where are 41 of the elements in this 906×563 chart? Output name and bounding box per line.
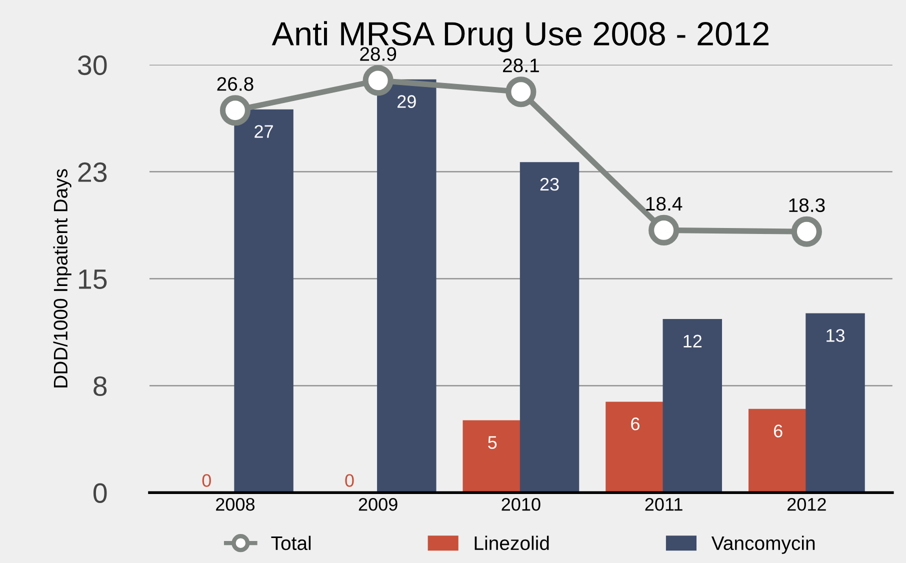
point [362, 65, 394, 96]
bar [806, 313, 865, 493]
legend-label: Vancomycin [711, 536, 815, 554]
x-tick-label: 2009 [358, 498, 398, 511]
data-label: 6 [774, 424, 782, 438]
data-label: 13 [826, 329, 845, 342]
data-label: 26.8 [217, 77, 254, 91]
point [648, 214, 680, 246]
data-label: 6 [631, 418, 640, 430]
x-tick-label: 2010 [502, 498, 540, 511]
x-tick-label: 2011 [645, 498, 682, 511]
bar [748, 408, 808, 493]
point [220, 95, 250, 126]
y-tick-label: 23 [78, 162, 107, 182]
point [791, 216, 822, 247]
data-label: 0 [202, 474, 211, 487]
y-tick-label: 15 [79, 270, 107, 290]
y-tick-label: 30 [78, 55, 107, 76]
bar [462, 420, 522, 493]
legend-label: Total [271, 536, 311, 550]
data-label: 27 [254, 125, 273, 138]
data-label: 29 [398, 95, 416, 108]
y-tick-label: 8 [94, 376, 107, 396]
data-label: 0 [345, 474, 354, 487]
data-label: 12 [684, 334, 702, 348]
data-label: 18.3 [789, 198, 825, 212]
bar [377, 79, 436, 493]
data-label: 28.1 [503, 58, 539, 72]
point [506, 76, 536, 108]
y-axis-title: DDD/1000 Inpatient Days [53, 169, 72, 388]
x-tick-label: 2012 [788, 498, 826, 511]
data-label: 18.4 [646, 196, 682, 211]
bar [606, 402, 665, 493]
legend-label: Linezolid [474, 536, 549, 550]
bar [234, 109, 294, 493]
bar [662, 319, 722, 493]
data-label: 23 [540, 178, 559, 191]
data-label: 5 [488, 436, 497, 449]
y-tick-label: 0 [93, 483, 107, 503]
bar [520, 162, 580, 493]
x-tick-label: 2008 [216, 498, 255, 511]
